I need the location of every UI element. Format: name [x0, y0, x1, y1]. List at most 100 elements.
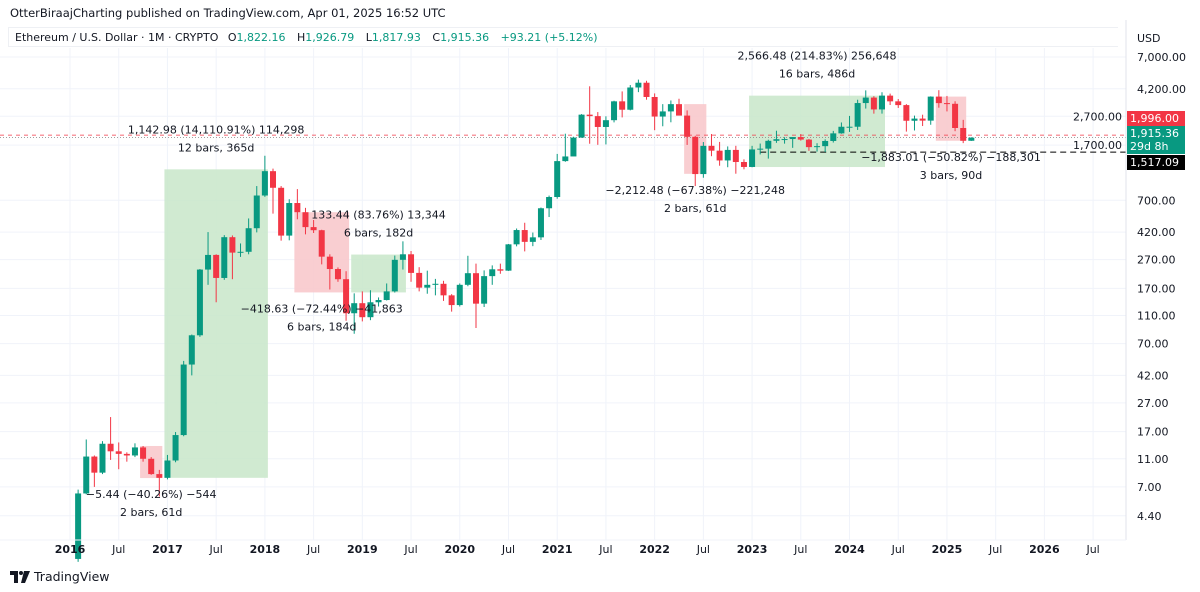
candle[interactable] — [229, 235, 236, 280]
candle[interactable] — [676, 98, 682, 116]
candle[interactable] — [903, 104, 910, 132]
candle[interactable] — [570, 136, 577, 157]
candle[interactable] — [245, 218, 252, 255]
candle[interactable] — [586, 86, 593, 144]
candle[interactable] — [919, 114, 926, 127]
candle[interactable] — [667, 100, 674, 123]
candle[interactable] — [302, 207, 309, 235]
candle[interactable] — [391, 255, 398, 293]
candle[interactable] — [399, 241, 406, 270]
candle[interactable] — [911, 115, 918, 131]
candle[interactable] — [773, 130, 780, 143]
currency-label[interactable]: USD — [1127, 29, 1187, 49]
candle[interactable] — [505, 243, 512, 271]
candle[interactable] — [164, 454, 171, 480]
candle[interactable] — [521, 222, 528, 252]
candle[interactable] — [408, 250, 415, 282]
candle[interactable] — [513, 228, 520, 247]
candle[interactable] — [448, 294, 455, 312]
candle[interactable] — [367, 290, 374, 321]
candle[interactable] — [123, 452, 130, 462]
candle[interactable] — [537, 207, 544, 240]
candle[interactable] — [854, 99, 861, 130]
candle[interactable] — [846, 115, 853, 132]
candle[interactable] — [205, 232, 212, 285]
candle[interactable] — [343, 271, 350, 321]
candle[interactable] — [594, 112, 601, 145]
candle[interactable] — [188, 334, 195, 376]
candle[interactable] — [724, 146, 731, 168]
candle[interactable] — [895, 99, 902, 108]
candle[interactable] — [83, 439, 90, 495]
candle[interactable] — [278, 186, 285, 241]
candle[interactable] — [140, 446, 147, 462]
candle[interactable] — [838, 122, 845, 134]
candle[interactable] — [424, 270, 431, 294]
candle[interactable] — [554, 153, 561, 199]
candle[interactable] — [270, 168, 276, 214]
candle[interactable] — [578, 114, 585, 138]
candle[interactable] — [180, 360, 187, 437]
candle[interactable] — [253, 186, 260, 233]
candle[interactable] — [546, 195, 553, 218]
candle[interactable] — [862, 90, 869, 109]
candle[interactable] — [732, 145, 739, 174]
candle[interactable] — [75, 489, 82, 562]
candle[interactable] — [602, 116, 609, 145]
candle[interactable] — [326, 254, 333, 290]
candle[interactable] — [781, 137, 788, 144]
candle[interactable] — [359, 291, 366, 322]
candle[interactable] — [196, 269, 203, 337]
candle[interactable] — [489, 265, 496, 285]
candle[interactable] — [115, 442, 122, 470]
candle[interactable] — [619, 91, 626, 118]
candle[interactable] — [473, 263, 479, 328]
candle[interactable] — [635, 79, 642, 93]
candle[interactable] — [659, 104, 666, 127]
candle[interactable] — [213, 254, 220, 303]
candle[interactable] — [716, 141, 723, 166]
candle[interactable] — [805, 138, 812, 151]
candle[interactable] — [879, 92, 885, 114]
candle[interactable] — [765, 139, 772, 159]
candle[interactable] — [822, 139, 829, 153]
candle[interactable] — [968, 137, 975, 141]
candle[interactable] — [294, 189, 301, 220]
candle[interactable] — [684, 110, 691, 145]
candle[interactable] — [416, 267, 423, 292]
candle[interactable] — [481, 270, 488, 308]
candle[interactable] — [830, 130, 837, 143]
candle[interactable] — [221, 235, 228, 280]
candle[interactable] — [643, 80, 650, 100]
measure-box-up[interactable] — [749, 95, 885, 168]
candle[interactable] — [960, 119, 967, 144]
candle[interactable] — [562, 133, 569, 162]
candle[interactable] — [927, 96, 934, 125]
candle[interactable] — [814, 143, 821, 152]
candle[interactable] — [172, 432, 179, 463]
candle[interactable] — [237, 243, 244, 257]
candle[interactable] — [943, 95, 950, 112]
candle[interactable] — [286, 199, 293, 241]
candle[interactable] — [611, 100, 618, 123]
candle[interactable] — [740, 159, 747, 170]
candle[interactable] — [351, 293, 358, 334]
candle[interactable] — [91, 455, 98, 487]
candle[interactable] — [952, 101, 959, 132]
candle[interactable] — [708, 134, 715, 157]
candle[interactable] — [935, 90, 942, 108]
candle[interactable] — [757, 143, 764, 155]
candle[interactable] — [797, 134, 804, 141]
symbol-name[interactable]: Ethereum / U.S. Dollar · 1M · CRYPTO — [15, 31, 219, 44]
candle[interactable] — [383, 283, 390, 301]
measure-box-up[interactable] — [164, 169, 268, 478]
candle[interactable] — [334, 267, 341, 282]
candle[interactable] — [789, 137, 796, 148]
candle[interactable] — [440, 280, 447, 301]
candle[interactable] — [464, 255, 471, 287]
candle[interactable] — [627, 85, 634, 111]
candle[interactable] — [99, 441, 106, 475]
candle[interactable] — [375, 297, 382, 307]
candle[interactable] — [870, 96, 877, 114]
